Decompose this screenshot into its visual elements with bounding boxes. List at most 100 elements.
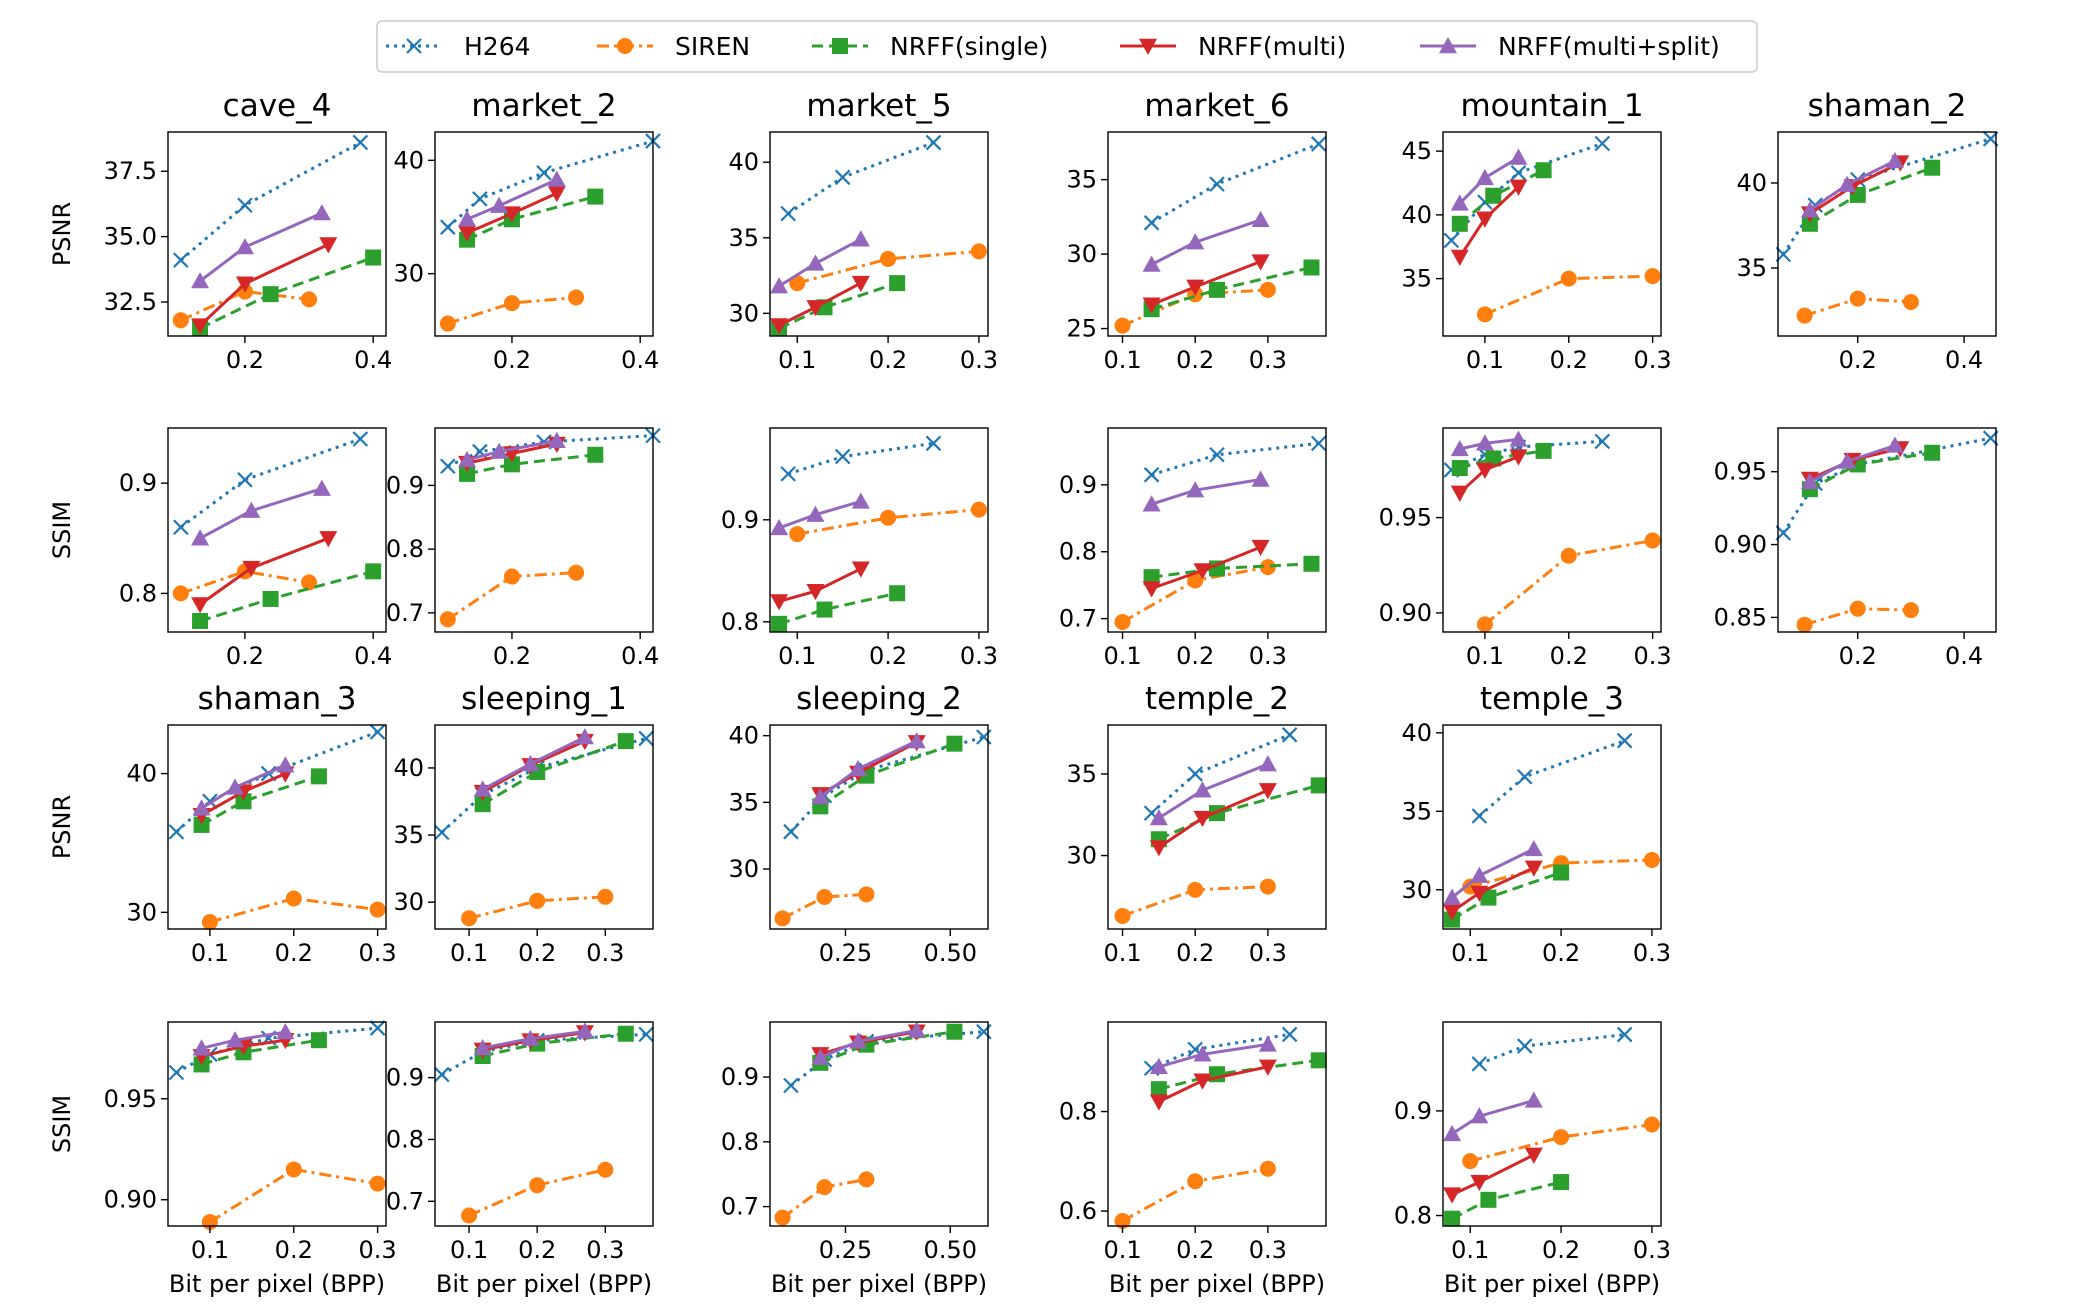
data-point xyxy=(1142,495,1161,512)
legend-marker xyxy=(617,38,633,54)
data-point xyxy=(1902,294,1919,310)
data-point xyxy=(172,312,189,329)
y-tick-label: 30 xyxy=(126,898,157,926)
y-axis-label: SSIM xyxy=(48,501,76,559)
data-point xyxy=(1476,306,1493,323)
data-point xyxy=(458,450,477,468)
y-tick-label: 0.90 xyxy=(1379,599,1432,627)
axes-frame xyxy=(167,1021,387,1227)
data-point xyxy=(925,134,942,151)
data-point xyxy=(319,237,338,254)
axes-frame xyxy=(769,1021,989,1227)
data-point xyxy=(976,729,992,745)
series-nrff-multi xyxy=(1450,449,1528,502)
data-point xyxy=(1462,1153,1479,1170)
data-point xyxy=(774,910,791,927)
series-nrff-single xyxy=(193,768,327,833)
y-tick-label: 40 xyxy=(1401,201,1432,229)
series-group xyxy=(168,724,386,931)
data-point xyxy=(638,730,654,747)
data-point xyxy=(285,1161,302,1178)
legend-frame xyxy=(376,20,1758,73)
axes-frame xyxy=(434,1021,654,1227)
data-point xyxy=(970,243,987,260)
data-point xyxy=(226,1031,245,1048)
data-point xyxy=(834,448,851,465)
series-line xyxy=(1151,562,1312,579)
data-point xyxy=(851,492,870,509)
data-point xyxy=(1801,215,1818,232)
data-point xyxy=(1450,485,1469,502)
data-point xyxy=(459,465,476,482)
x-tick-label: 0.3 xyxy=(359,939,397,967)
y-tick-label: 35.0 xyxy=(104,223,157,251)
data-point xyxy=(1516,1038,1533,1054)
data-point xyxy=(789,526,806,543)
data-point xyxy=(503,295,520,312)
data-point xyxy=(1509,430,1528,447)
x-tick-label: 0.50 xyxy=(924,1236,977,1264)
panel-r1c5: 0.2 0.4 0.85 0.90 0.95 xyxy=(1714,427,1999,670)
data-point xyxy=(1475,168,1494,186)
series-nrff-single xyxy=(1444,864,1570,928)
data-point xyxy=(1142,581,1161,598)
data-point xyxy=(834,169,851,186)
data-point xyxy=(529,892,546,909)
panel-r1c2: 0.1 0.2 0.3 0.8 0.9 xyxy=(721,427,998,670)
y-tick-label: 0.9 xyxy=(1394,1097,1432,1125)
series-group xyxy=(1443,1026,1660,1227)
series-nrff-multi-split xyxy=(811,732,926,805)
axes-frame xyxy=(1107,427,1327,633)
x-tick-label: 0.2 xyxy=(1542,1236,1580,1264)
x-tick-label: 0.1 xyxy=(450,1236,488,1264)
data-point xyxy=(474,796,491,813)
series-group xyxy=(770,134,987,337)
axes-frame xyxy=(167,131,387,337)
data-point xyxy=(568,564,585,581)
legend-entry-nrff-single: NRFF(single) xyxy=(812,32,1048,61)
data-point xyxy=(816,1179,833,1196)
panel-market-5: market_5 0.1 0.2 0.3 30 35 40 xyxy=(728,88,998,374)
data-point xyxy=(1258,1035,1277,1052)
data-point xyxy=(1450,194,1469,211)
axes-frame xyxy=(434,724,654,930)
data-point xyxy=(851,230,870,247)
y-tick-label: 0.7 xyxy=(1059,605,1097,633)
series-nrff-single xyxy=(1143,259,1320,318)
series-group xyxy=(439,133,661,332)
data-point xyxy=(849,760,868,777)
data-point xyxy=(369,1020,386,1036)
series-nrff-single xyxy=(1451,442,1552,477)
data-point xyxy=(529,1177,546,1194)
series-group xyxy=(1114,727,1327,924)
series-line xyxy=(199,211,323,283)
panel-shaman-3: shaman_3 0.1 0.2 0.3 30 40 PSNR xyxy=(48,681,397,967)
data-point xyxy=(587,188,604,205)
series-line xyxy=(819,1030,955,1065)
data-point xyxy=(806,584,825,601)
data-point xyxy=(783,823,799,840)
data-point xyxy=(503,568,520,585)
y-tick-label: 32.5 xyxy=(104,288,157,316)
panel-r1c1: 0.2 0.4 0.7 0.8 0.9 xyxy=(386,427,661,670)
data-point xyxy=(1476,616,1493,633)
series-nrff-multi-split xyxy=(192,1023,295,1056)
data-point xyxy=(1259,559,1276,576)
series-nrff-multi-split xyxy=(770,230,870,294)
data-point xyxy=(1142,297,1161,314)
data-point xyxy=(1209,176,1225,192)
x-axis-label: Bit per pixel (BPP) xyxy=(1444,1270,1660,1298)
data-point xyxy=(235,238,254,255)
y-tick-label: 0.7 xyxy=(386,599,424,627)
x-tick-label: 0.2 xyxy=(869,642,907,670)
data-point xyxy=(439,315,456,332)
data-point xyxy=(237,197,253,214)
data-point xyxy=(858,886,875,903)
data-point xyxy=(770,594,789,611)
data-point xyxy=(285,890,302,907)
series-group xyxy=(774,1021,992,1226)
data-point xyxy=(597,888,614,905)
data-point xyxy=(1450,249,1469,266)
data-point xyxy=(1838,175,1857,192)
x-tick-label: 0.1 xyxy=(1103,346,1141,374)
